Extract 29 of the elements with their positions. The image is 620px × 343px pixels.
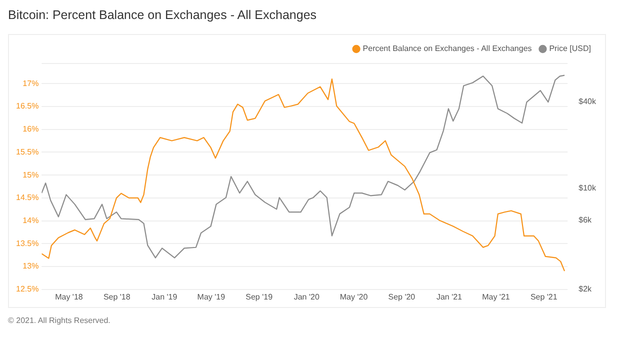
x-tick-label: May '21 (482, 292, 510, 302)
y-tick-label: 13.5% (16, 238, 39, 248)
y2-tick-label: $6k (578, 216, 593, 225)
x-tick-label: May '19 (197, 292, 226, 302)
y-tick-label: 16% (22, 124, 39, 134)
y-tick-label: 14% (22, 216, 39, 225)
x-tick-label: Jan '21 (436, 292, 463, 302)
y-tick-label: 15.5% (16, 147, 39, 156)
text: © 2021. All Rights Reserved. (8, 316, 110, 325)
y-tick-label: 15% (22, 170, 39, 180)
x-tick-label: Jan '19 (152, 292, 178, 302)
y2-tick-label: $2k (578, 284, 593, 294)
y-tick-label: 13% (22, 262, 39, 271)
chart-title: Bitcoin: Percent Balance on Exchanges - All Exchanges (8, 8, 317, 22)
legend-label: Price [USD] (549, 44, 592, 54)
y2-tick-label: $40k (578, 96, 597, 106)
y-tick-label: 16.5% (16, 102, 39, 111)
x-tick-label: Sep '18 (103, 292, 131, 302)
x-tick-label: Sep '21 (530, 292, 558, 302)
x-tick-label: Jan '20 (294, 292, 320, 302)
y-tick-label: 14.5% (16, 193, 39, 202)
x-tick-label: May '20 (340, 292, 368, 302)
x-tick-label: May '18 (55, 292, 84, 302)
legend-label: Percent Balance on Exchanges - All Exchanges (362, 44, 532, 54)
y2-tick-label: $10k (578, 184, 597, 193)
y-tick-label: 17% (22, 78, 39, 88)
x-tick-label: Sep '19 (246, 292, 274, 302)
y-tick-label: 12.5% (16, 284, 39, 294)
x-tick-label: Sep '20 (388, 292, 416, 302)
